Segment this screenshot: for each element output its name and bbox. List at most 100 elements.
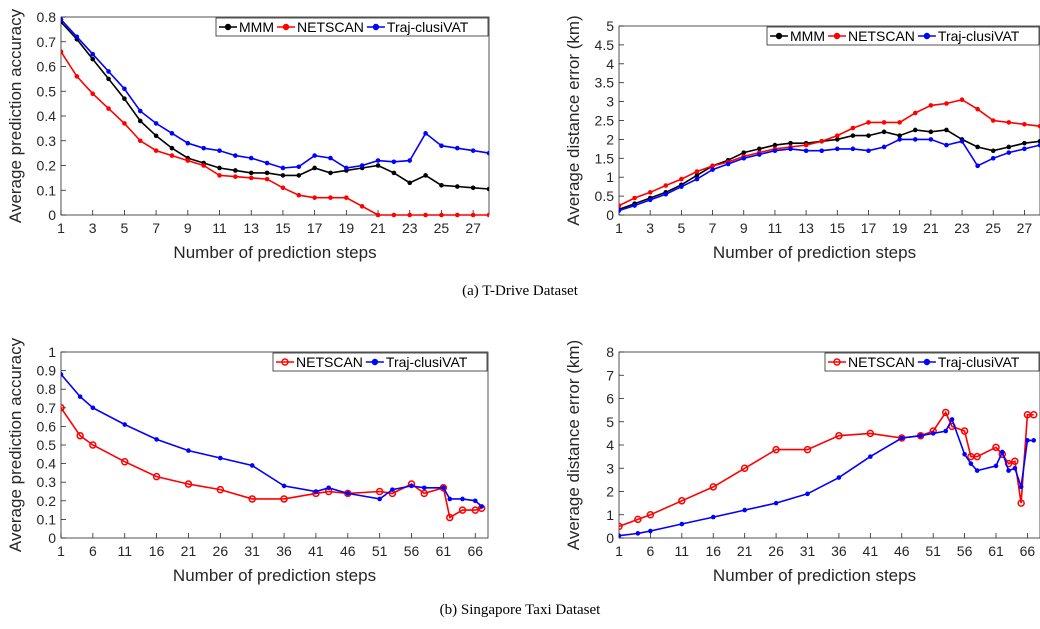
x-tick-label: 61: [988, 543, 1004, 559]
data-point: [280, 495, 288, 503]
data-point: [153, 121, 159, 126]
data-point: [772, 142, 778, 148]
y-tick-label: 0: [48, 530, 56, 546]
y-tick-label: 6: [606, 391, 614, 407]
data-point: [1012, 465, 1018, 471]
data-point: [296, 173, 302, 178]
data-point: [1037, 138, 1040, 144]
data-point: [992, 443, 1000, 452]
data-point: [742, 507, 747, 513]
data-point: [1006, 468, 1011, 473]
data-point: [460, 496, 465, 502]
y-tick-label: 3: [606, 460, 614, 476]
x-tick-label: 21: [923, 220, 939, 236]
data-point: [805, 491, 810, 497]
x-tick-label: 1: [615, 543, 623, 559]
data-point: [788, 140, 793, 146]
x-tick-label: 21: [737, 543, 753, 559]
legend-box: [215, 17, 489, 37]
chart-singapore-accuracy: 00.10.20.30.40.50.60.70.80.911 6 11 16 21 26 3…: [6, 337, 489, 585]
data-point: [391, 159, 397, 165]
data-point: [328, 170, 333, 176]
series-traj-clusivat: [61, 372, 484, 509]
series-line: [619, 410, 1034, 528]
legend-label: Traj-clusiVAT: [387, 19, 469, 35]
x-tick-label: 51: [925, 543, 941, 559]
data-point: [897, 133, 902, 138]
data-point: [458, 506, 467, 514]
data-point: [635, 531, 641, 536]
data-point: [632, 203, 637, 208]
data-point: [486, 212, 489, 218]
series-line: [61, 373, 483, 507]
series-traj-clusivat: [619, 417, 1037, 538]
x-tick-label: 11: [212, 220, 227, 236]
x-axis-label: Number of prediction steps: [713, 243, 916, 262]
legend-label: NETSCAN: [297, 19, 364, 35]
x-axis-label: Number of prediction steps: [713, 566, 916, 585]
data-point: [881, 144, 887, 150]
data-point: [233, 153, 238, 158]
data-point: [928, 129, 934, 135]
data-point: [423, 173, 428, 178]
data-point: [233, 168, 238, 173]
caption-a: (a) T-Drive Dataset: [462, 283, 578, 299]
data-point: [899, 435, 905, 441]
x-tick-label: 26: [768, 543, 784, 559]
x-tick-label: 31: [800, 543, 816, 559]
x-tick-label: 23: [954, 220, 970, 236]
data-point: [345, 491, 351, 496]
data-point: [694, 176, 700, 182]
y-tick-label: 2: [606, 131, 614, 147]
data-point: [943, 428, 949, 434]
x-tick-label: 61: [436, 543, 452, 559]
data-point: [757, 152, 762, 157]
legend-box: [766, 26, 1040, 46]
data-point: [679, 521, 685, 527]
y-tick-label: 0.8: [37, 381, 57, 397]
data-point: [153, 133, 159, 139]
x-tick-label: 11: [117, 543, 132, 559]
y-tick-label: 0.2: [37, 493, 57, 509]
y-tick-label: 0: [606, 530, 614, 546]
data-point: [470, 212, 476, 218]
data-point: [106, 76, 111, 82]
data-point: [61, 17, 64, 22]
data-point: [421, 485, 427, 491]
legend-marker: [224, 23, 232, 31]
data-point: [441, 485, 446, 491]
x-tick-label: 13: [798, 220, 814, 236]
x-tick-label: 16: [705, 543, 721, 559]
legend-marker: [833, 358, 841, 366]
x-tick-label: 36: [831, 543, 847, 559]
data-point: [122, 422, 128, 427]
x-tick-label: 1: [57, 543, 65, 559]
data-point: [647, 190, 653, 195]
data-point: [61, 49, 64, 54]
x-tick-label: 6: [647, 543, 655, 559]
data-point: [740, 464, 749, 472]
data-point: [974, 468, 980, 473]
data-point: [1037, 142, 1040, 148]
data-point: [1022, 121, 1027, 127]
data-point: [90, 405, 96, 411]
chart-tdrive-distance: 00.511.522.533.544.551 3 5 7 9 11 13 15 17 19 21 23…: [564, 15, 1040, 262]
data-point: [264, 170, 270, 176]
data-point: [248, 170, 254, 176]
data-point: [447, 496, 453, 502]
series-traj-clusivat: [619, 137, 1040, 213]
x-axis-label: Number of prediction steps: [173, 566, 376, 585]
data-point: [866, 120, 871, 125]
y-tick-label: 0.6: [37, 418, 57, 434]
series-netscan: [61, 49, 489, 218]
data-point: [375, 158, 381, 163]
y-tick-label: 2: [606, 484, 614, 500]
data-point: [201, 163, 206, 168]
legend-marker: [281, 358, 289, 366]
series-line: [619, 129, 1040, 211]
data-point: [137, 108, 143, 114]
legend-marker: [923, 32, 931, 40]
x-tick-label: 21: [181, 543, 197, 559]
